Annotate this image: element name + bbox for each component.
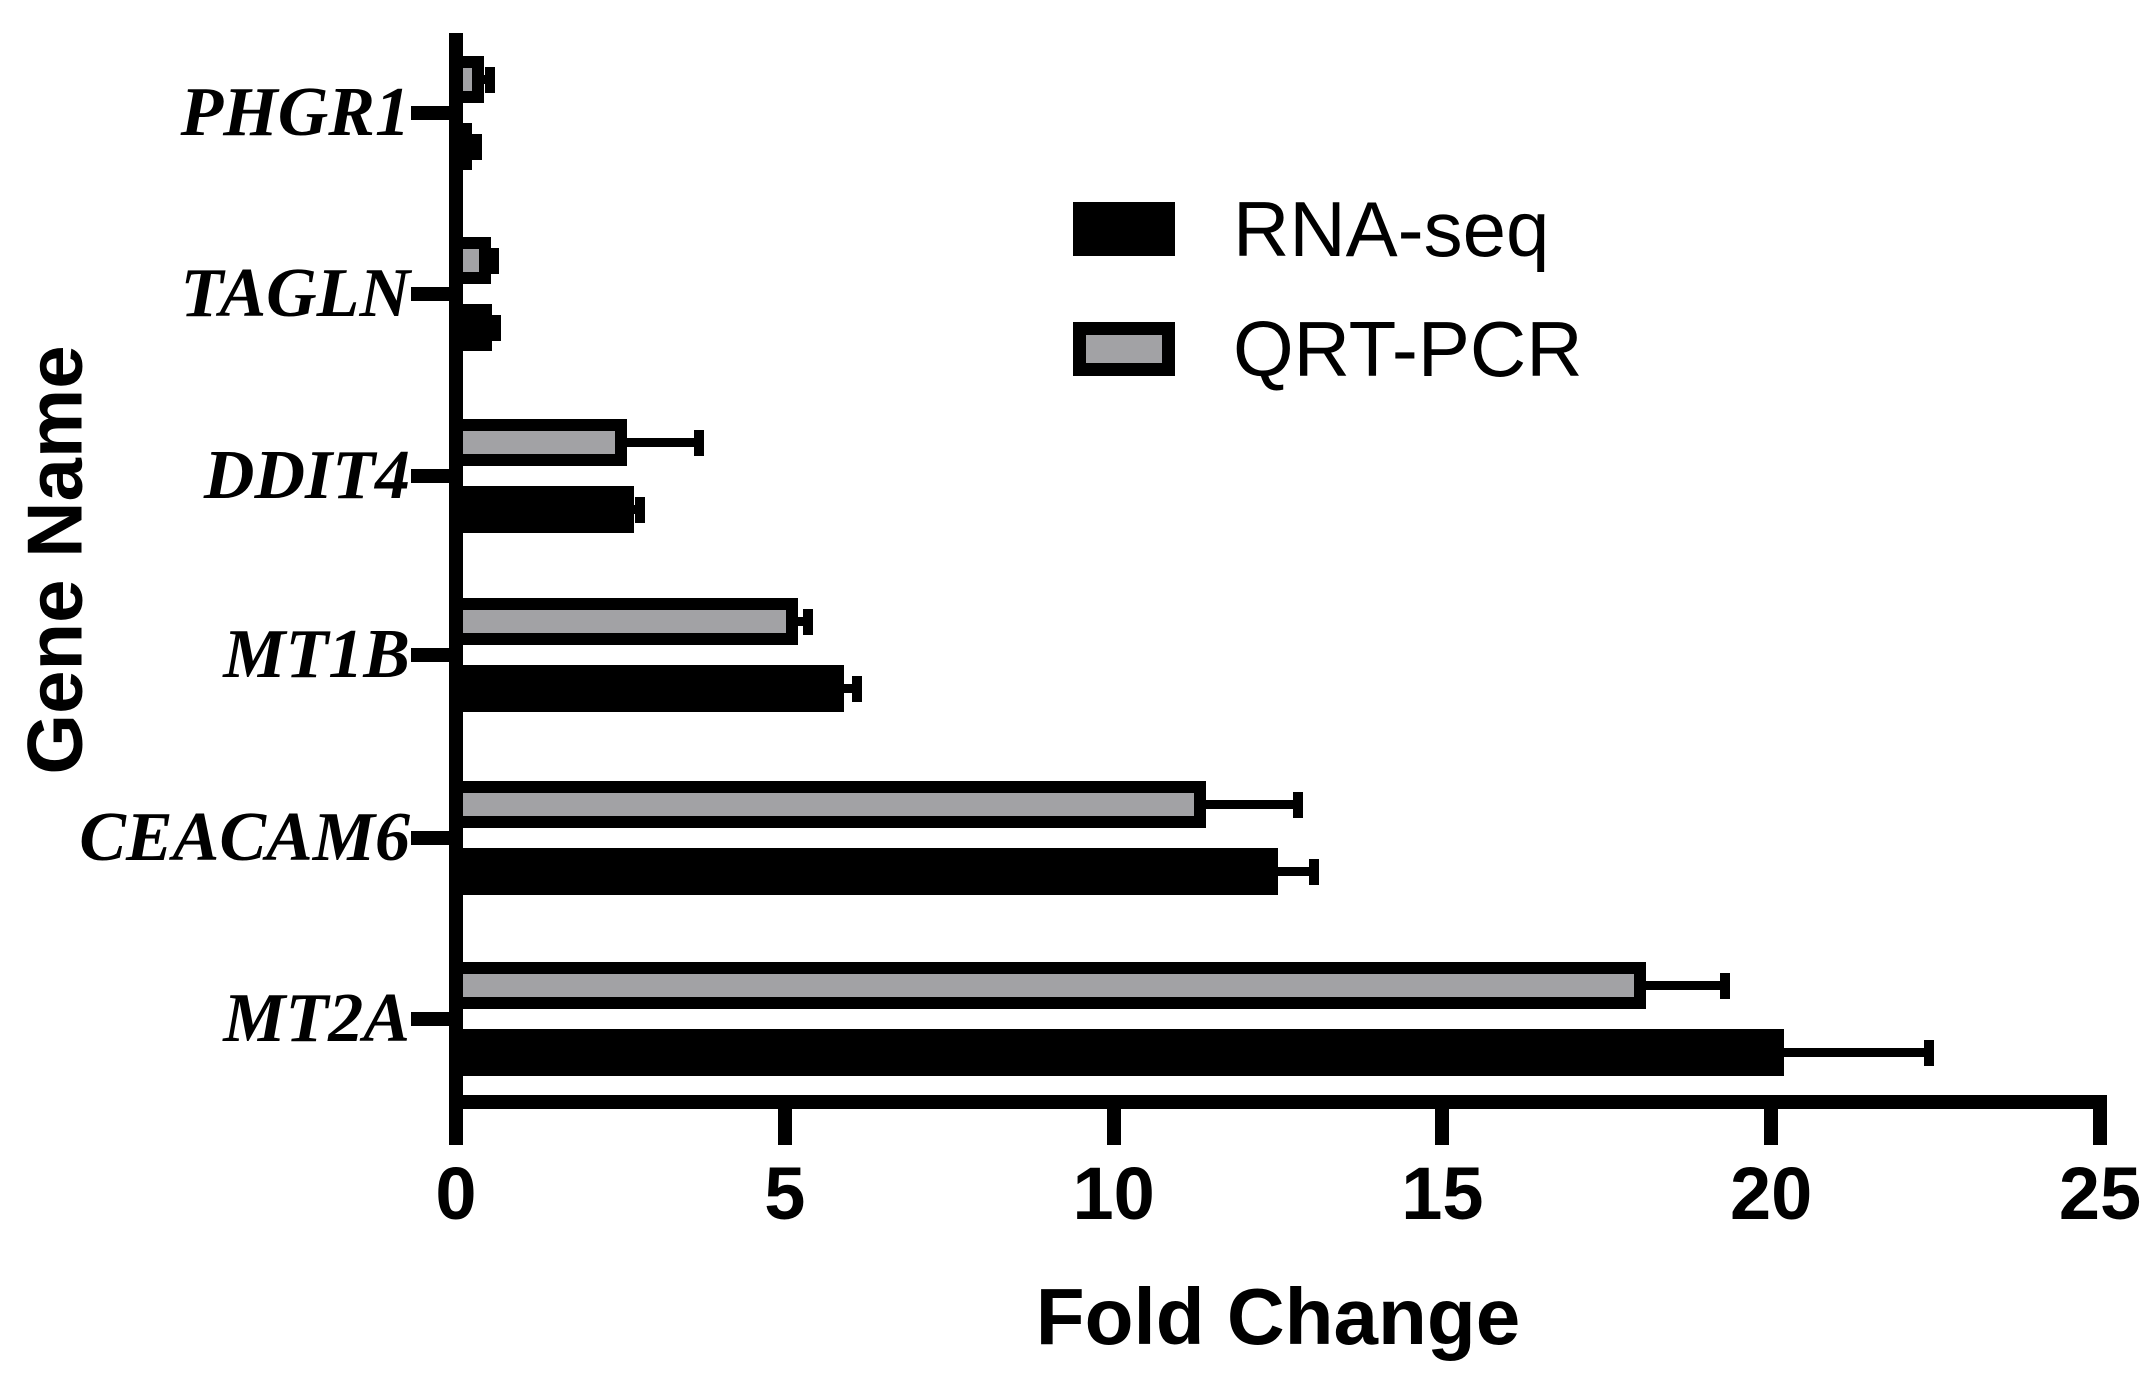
bar-qrt-pcr-ceacam6 bbox=[449, 781, 1206, 828]
bar-qrt-pcr-mt2a bbox=[449, 962, 1646, 1009]
bar-rna-seq-mt2a bbox=[449, 1029, 1784, 1076]
bar-rna-seq-ddit4 bbox=[449, 486, 634, 533]
legend-label-rna-seq: RNA-seq bbox=[1233, 185, 1550, 273]
error-bar-rna-seq-mt1b bbox=[840, 684, 858, 693]
error-bar-qrt-pcr-mt1b bbox=[794, 617, 808, 626]
x-tick-label-0: 0 bbox=[435, 1152, 477, 1235]
error-bar-qrt-pcr-ddit4 bbox=[623, 438, 700, 447]
legend-swatch-qrt-pcr bbox=[1073, 322, 1175, 376]
legend-item-rna-seq: RNA-seq bbox=[1073, 185, 1550, 273]
gene-tick-ddit4 bbox=[411, 469, 449, 483]
gene-label-mt1b: MT1B bbox=[223, 616, 410, 693]
bar-rna-seq-ceacam6 bbox=[449, 848, 1278, 895]
x-tick-0 bbox=[449, 1109, 463, 1145]
error-cap-qrt-pcr-ddit4 bbox=[694, 429, 705, 456]
gene-tick-phgr1 bbox=[411, 106, 449, 120]
gene-label-ddit4: DDIT4 bbox=[203, 437, 410, 514]
error-cap-rna-seq-phgr1 bbox=[472, 133, 483, 160]
x-axis-line bbox=[449, 1095, 2107, 1109]
error-cap-qrt-pcr-tagln bbox=[489, 247, 500, 274]
error-cap-rna-seq-mt1b bbox=[852, 675, 863, 702]
error-cap-qrt-pcr-ceacam6 bbox=[1292, 791, 1303, 818]
gene-tick-mt2a bbox=[411, 1012, 449, 1026]
bar-rna-seq-mt1b bbox=[449, 665, 844, 712]
gene-tick-mt1b bbox=[411, 648, 449, 662]
x-tick-label-5: 5 bbox=[764, 1152, 806, 1235]
x-axis-title: Fold Change bbox=[1035, 1272, 1521, 1361]
x-tick-label-20: 20 bbox=[1730, 1152, 1813, 1235]
error-cap-qrt-pcr-mt2a bbox=[1720, 972, 1731, 999]
error-bar-qrt-pcr-mt2a bbox=[1643, 981, 1726, 990]
legend-item-qrt-pcr: QRT-PCR bbox=[1073, 305, 1583, 393]
x-tick-10 bbox=[1106, 1109, 1121, 1145]
bar-qrt-pcr-mt1b bbox=[449, 598, 798, 645]
x-tick-5 bbox=[777, 1109, 792, 1145]
legend-swatch-rna-seq bbox=[1073, 202, 1175, 256]
error-cap-qrt-pcr-phgr1 bbox=[484, 66, 495, 93]
y-axis-line bbox=[449, 33, 463, 1109]
error-cap-rna-seq-ceacam6 bbox=[1309, 858, 1320, 885]
error-cap-rna-seq-tagln bbox=[491, 314, 502, 341]
x-tick-20 bbox=[1764, 1109, 1779, 1145]
gene-label-ceacam6: CEACAM6 bbox=[79, 799, 410, 876]
gene-label-mt2a: MT2A bbox=[223, 980, 410, 1057]
error-cap-rna-seq-ddit4 bbox=[635, 496, 646, 523]
legend-label-qrt-pcr: QRT-PCR bbox=[1233, 305, 1583, 393]
error-cap-rna-seq-mt2a bbox=[1924, 1039, 1935, 1066]
x-tick-label-10: 10 bbox=[1072, 1152, 1155, 1235]
x-tick-label-15: 15 bbox=[1401, 1152, 1484, 1235]
error-bar-qrt-pcr-ceacam6 bbox=[1202, 800, 1298, 809]
error-cap-qrt-pcr-mt1b bbox=[802, 608, 813, 635]
gene-label-tagln: TAGLN bbox=[180, 255, 410, 332]
error-bar-rna-seq-mt2a bbox=[1781, 1048, 1930, 1057]
error-bar-rna-seq-ceacam6 bbox=[1275, 867, 1315, 876]
x-tick-label-25: 25 bbox=[2058, 1152, 2142, 1235]
bar-qrt-pcr-ddit4 bbox=[449, 419, 627, 466]
x-tick-15 bbox=[1435, 1109, 1450, 1145]
gene-tick-ceacam6 bbox=[411, 831, 449, 845]
gene-label-phgr1: PHGR1 bbox=[180, 74, 410, 151]
gene-tick-tagln bbox=[411, 287, 449, 301]
x-tick-25 bbox=[2093, 1109, 2107, 1145]
